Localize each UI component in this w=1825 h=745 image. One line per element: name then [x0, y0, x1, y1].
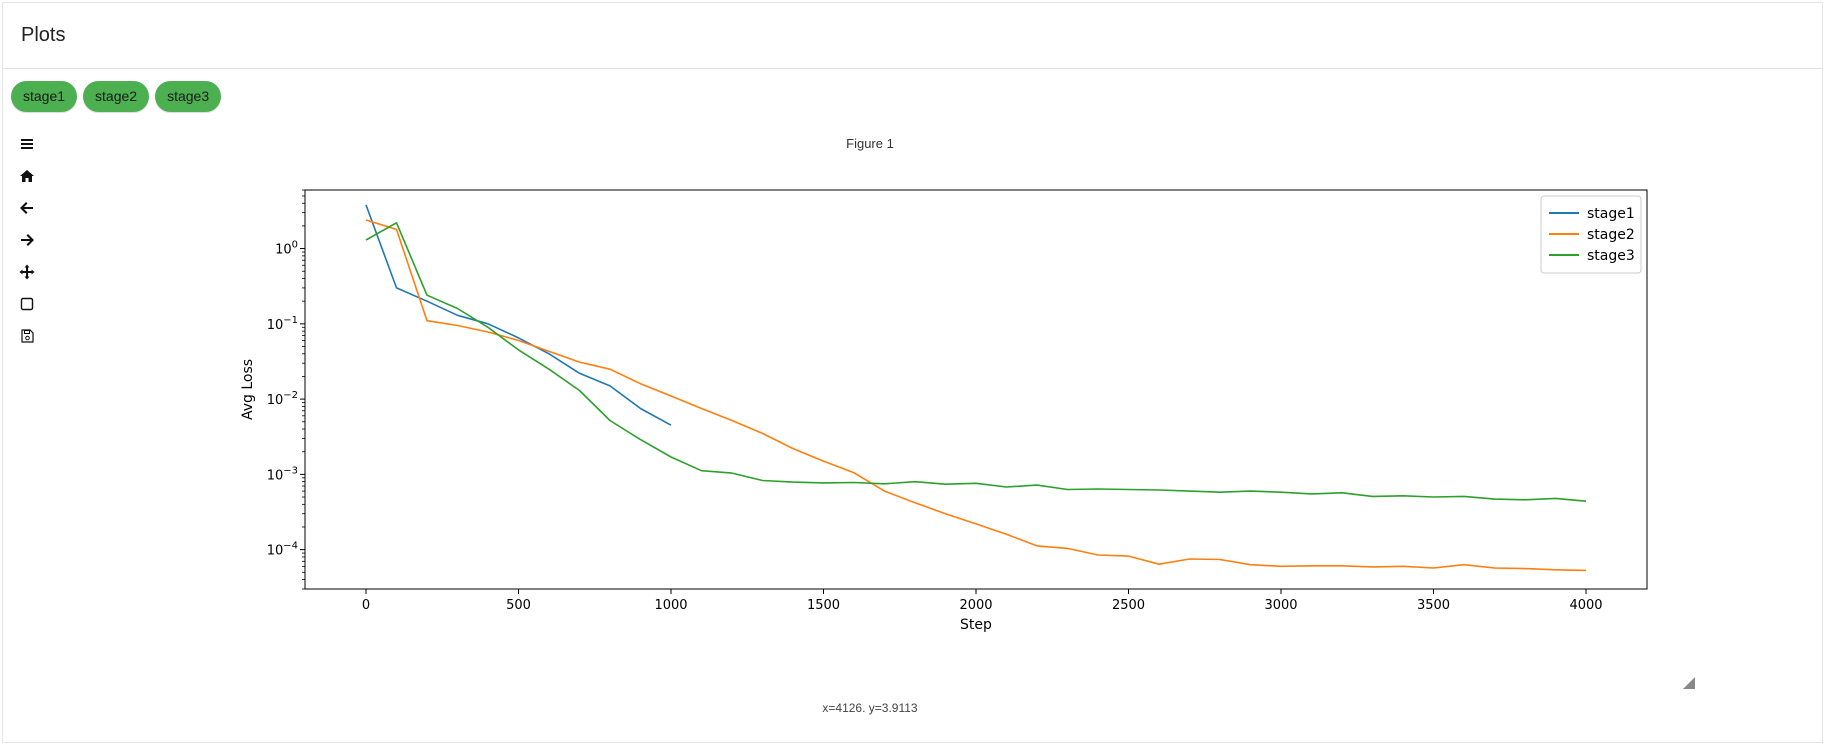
y-axis-label: Avg Loss — [240, 359, 256, 420]
series-line-stage2 — [365, 219, 1587, 572]
y-tick-label: 10−4 — [267, 541, 298, 559]
plot-area-frame — [304, 189, 1648, 590]
stage-chip-group: stage1 stage2 stage3 — [11, 81, 222, 112]
figure-title: Figure 1 — [846, 136, 894, 151]
pan-icon[interactable] — [16, 261, 38, 283]
page-title: Plots — [21, 24, 66, 46]
cursor-coordinates: x=4126. y=3.9113 — [822, 701, 918, 715]
x-tick-label: 1500 — [807, 598, 840, 613]
y-tick-label: 10−3 — [267, 465, 298, 483]
legend-label-stage1: stage1 — [1587, 206, 1635, 222]
x-tick-label: 4000 — [1569, 598, 1602, 613]
x-tick-label: 2500 — [1112, 598, 1145, 613]
header-bar: Plots — [2, 2, 1823, 69]
x-tick-label: 1000 — [654, 598, 687, 613]
chip-stage1[interactable]: stage1 — [11, 81, 78, 112]
chip-stage3[interactable]: stage3 — [155, 81, 222, 112]
save-icon[interactable] — [16, 325, 38, 347]
zoom-rect-icon[interactable] — [16, 293, 38, 315]
x-tick-label: 3000 — [1264, 598, 1297, 613]
legend-box — [1540, 195, 1642, 274]
menu-icon[interactable] — [16, 133, 38, 155]
y-tick-label: 10−1 — [267, 315, 298, 333]
home-icon[interactable] — [16, 165, 38, 187]
x-tick-label: 3500 — [1417, 598, 1450, 613]
resize-handle[interactable] — [1683, 677, 1695, 689]
x-tick-label: 2000 — [959, 598, 992, 613]
x-tick-label: 500 — [506, 598, 531, 613]
series-line-stage1 — [365, 204, 672, 426]
series-line-stage3 — [365, 222, 1587, 502]
y-tick-label: 100 — [275, 240, 298, 258]
x-axis-label: Step — [960, 617, 992, 633]
x-tick-label: 0 — [362, 598, 370, 613]
legend-label-stage3: stage3 — [1587, 248, 1635, 264]
figure-toolbar — [16, 133, 38, 357]
legend-label-stage2: stage2 — [1587, 227, 1635, 243]
chip-stage2[interactable]: stage2 — [83, 81, 150, 112]
y-tick-label: 10−2 — [267, 390, 298, 408]
back-icon[interactable] — [16, 197, 38, 219]
forward-icon[interactable] — [16, 229, 38, 251]
